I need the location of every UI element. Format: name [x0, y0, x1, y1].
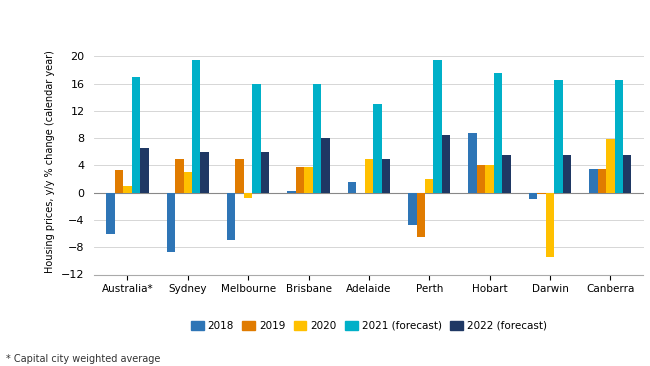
Bar: [502, 155, 511, 193]
Bar: [192, 60, 200, 193]
Bar: [469, 133, 477, 193]
Bar: [434, 60, 442, 193]
Legend: 2018, 2019, 2020, 2021 (forecast), 2022 (forecast): 2018, 2019, 2020, 2021 (forecast), 2022 …: [187, 317, 551, 335]
Bar: [200, 152, 209, 193]
Bar: [486, 165, 494, 193]
Bar: [606, 139, 614, 193]
Bar: [115, 170, 124, 193]
Bar: [321, 138, 330, 193]
Bar: [417, 193, 425, 237]
Bar: [529, 193, 538, 199]
Bar: [124, 186, 132, 193]
Bar: [442, 135, 450, 193]
Y-axis label: Housing prices, y/y % change (calendar year): Housing prices, y/y % change (calendar y…: [46, 51, 55, 273]
Bar: [140, 148, 149, 193]
Bar: [287, 191, 296, 193]
Bar: [348, 182, 356, 193]
Bar: [563, 155, 571, 193]
Bar: [614, 80, 623, 193]
Bar: [425, 179, 434, 193]
Bar: [597, 169, 606, 193]
Bar: [132, 77, 140, 193]
Bar: [304, 167, 313, 193]
Bar: [623, 155, 631, 193]
Bar: [244, 193, 252, 198]
Bar: [107, 193, 115, 234]
Bar: [227, 193, 235, 240]
Bar: [235, 158, 244, 193]
Bar: [546, 193, 554, 257]
Bar: [261, 152, 269, 193]
Bar: [373, 104, 382, 193]
Bar: [538, 193, 546, 194]
Bar: [494, 73, 502, 193]
Bar: [589, 169, 597, 193]
Bar: [408, 193, 417, 225]
Bar: [166, 193, 175, 252]
Bar: [365, 158, 373, 193]
Bar: [183, 172, 192, 193]
Bar: [175, 158, 183, 193]
Bar: [477, 165, 486, 193]
Bar: [296, 167, 304, 193]
Bar: [313, 83, 321, 193]
Bar: [382, 158, 390, 193]
Bar: [554, 80, 563, 193]
Bar: [252, 83, 261, 193]
Text: * Capital city weighted average: * Capital city weighted average: [6, 354, 161, 364]
Text: Housing price forecasts, by capital city: Housing price forecasts, by capital city: [157, 14, 493, 29]
